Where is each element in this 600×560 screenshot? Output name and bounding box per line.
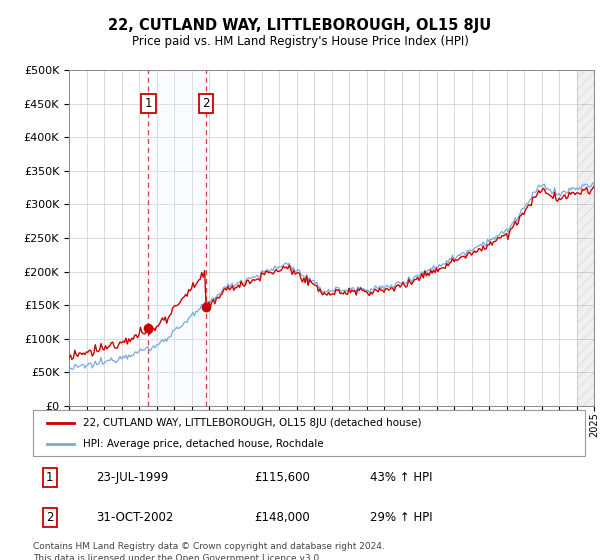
Text: 2: 2 bbox=[46, 511, 53, 524]
FancyBboxPatch shape bbox=[33, 410, 585, 456]
Text: £148,000: £148,000 bbox=[254, 511, 310, 524]
Text: 22, CUTLAND WAY, LITTLEBOROUGH, OL15 8JU (detached house): 22, CUTLAND WAY, LITTLEBOROUGH, OL15 8JU… bbox=[83, 418, 421, 428]
Text: 1: 1 bbox=[145, 97, 152, 110]
Text: Price paid vs. HM Land Registry's House Price Index (HPI): Price paid vs. HM Land Registry's House … bbox=[131, 35, 469, 48]
Bar bbox=[148, 70, 206, 406]
Text: Contains HM Land Registry data © Crown copyright and database right 2024.
This d: Contains HM Land Registry data © Crown c… bbox=[33, 542, 385, 560]
Text: £115,600: £115,600 bbox=[254, 471, 310, 484]
Text: 31-OCT-2002: 31-OCT-2002 bbox=[97, 511, 174, 524]
Text: 43% ↑ HPI: 43% ↑ HPI bbox=[370, 471, 432, 484]
Text: 23-JUL-1999: 23-JUL-1999 bbox=[97, 471, 169, 484]
Bar bbox=[577, 70, 594, 406]
Text: 22, CUTLAND WAY, LITTLEBOROUGH, OL15 8JU: 22, CUTLAND WAY, LITTLEBOROUGH, OL15 8JU bbox=[109, 18, 491, 33]
Text: HPI: Average price, detached house, Rochdale: HPI: Average price, detached house, Roch… bbox=[83, 439, 323, 449]
Text: 29% ↑ HPI: 29% ↑ HPI bbox=[370, 511, 433, 524]
Text: 2: 2 bbox=[202, 97, 210, 110]
Text: 1: 1 bbox=[46, 471, 53, 484]
